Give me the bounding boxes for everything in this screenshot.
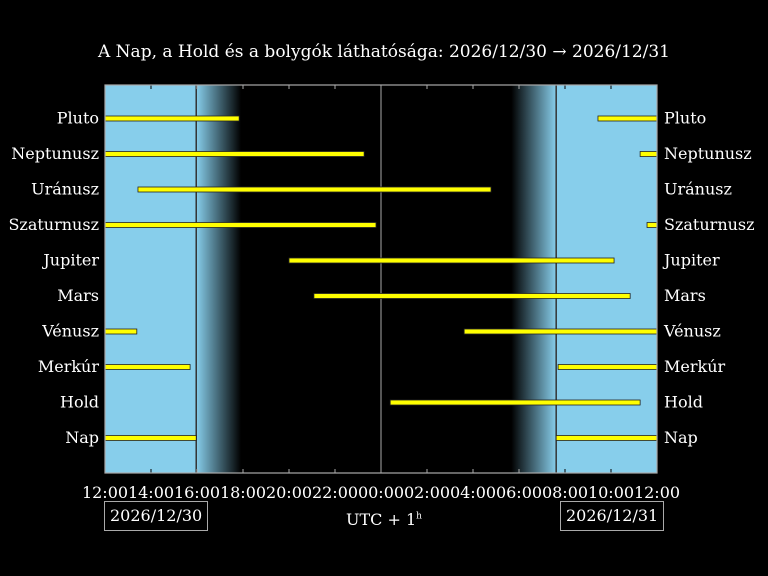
row-label-left: Merkúr	[38, 357, 100, 376]
visibility-bar	[639, 151, 658, 157]
x-tick-label: 20:00	[266, 483, 312, 502]
x-tick-label: 06:00	[496, 483, 542, 502]
visibility-bar	[104, 222, 377, 228]
row-label-left: Mars	[57, 286, 99, 305]
row-label-left: Szaturnusz	[8, 215, 99, 234]
x-tick-label: 22:00	[312, 483, 358, 502]
row-label-left: Pluto	[57, 109, 99, 128]
row-label-left: Jupiter	[41, 251, 99, 270]
row-label-left: Neptunusz	[11, 144, 99, 163]
visibility-bar	[104, 115, 240, 122]
visibility-bar	[104, 151, 365, 157]
x-tick-label: 14:00	[128, 483, 174, 502]
visibility-bar	[597, 115, 658, 122]
chart-title: A Nap, a Hold és a bolygók láthatósága: …	[98, 42, 670, 62]
row-label-right: Neptunusz	[664, 144, 752, 163]
dawn-twilight	[511, 85, 557, 473]
row-label-left: Uránusz	[31, 180, 99, 199]
timezone-unit: h	[416, 511, 422, 522]
timezone-label: UTC + 1h	[0, 510, 768, 529]
dusk-twilight	[196, 85, 242, 473]
row-label-right: Merkúr	[664, 357, 726, 376]
visibility-bar	[463, 328, 658, 335]
x-tick-label: 12:00	[634, 483, 680, 502]
row-label-right: Szaturnusz	[664, 215, 755, 234]
row-label-right: Jupiter	[662, 251, 720, 270]
end-date-box: 2026/12/31	[560, 501, 665, 531]
day-region-end	[556, 85, 657, 473]
timezone-text: UTC + 1	[346, 510, 417, 529]
visibility-bar	[104, 364, 191, 370]
x-tick-label: 00:00	[358, 483, 404, 502]
visibility-bar	[557, 364, 658, 370]
visibility-bar	[104, 435, 197, 441]
row-label-left: Hold	[60, 393, 99, 412]
x-tick-label: 10:00	[588, 483, 634, 502]
visibility-bar	[137, 186, 492, 193]
row-label-right: Nap	[664, 428, 698, 447]
visibility-bar	[104, 328, 138, 335]
day-region-start	[105, 85, 197, 473]
visibility-bar	[313, 293, 631, 299]
visibility-bar	[288, 257, 615, 264]
row-label-left: Nap	[65, 428, 99, 447]
plot-frame	[104, 84, 658, 474]
start-date-box: 2026/12/30	[104, 501, 209, 531]
row-label-right: Mars	[664, 286, 706, 305]
x-tick-label: 16:00	[174, 483, 220, 502]
x-tick-label: 04:00	[450, 483, 496, 502]
row-label-right: Pluto	[664, 109, 706, 128]
visibility-bar	[555, 435, 658, 441]
x-tick-label: 08:00	[542, 483, 588, 502]
x-tick-label: 12:00	[82, 483, 128, 502]
row-label-right: Vénusz	[663, 322, 721, 341]
row-label-left: Vénusz	[41, 322, 99, 341]
x-tick-label: 18:00	[220, 483, 266, 502]
visibility-bar	[389, 399, 641, 406]
visibility-bar	[646, 222, 658, 228]
x-tick-label: 02:00	[404, 483, 450, 502]
row-label-right: Hold	[664, 393, 703, 412]
row-label-right: Uránusz	[664, 180, 732, 199]
